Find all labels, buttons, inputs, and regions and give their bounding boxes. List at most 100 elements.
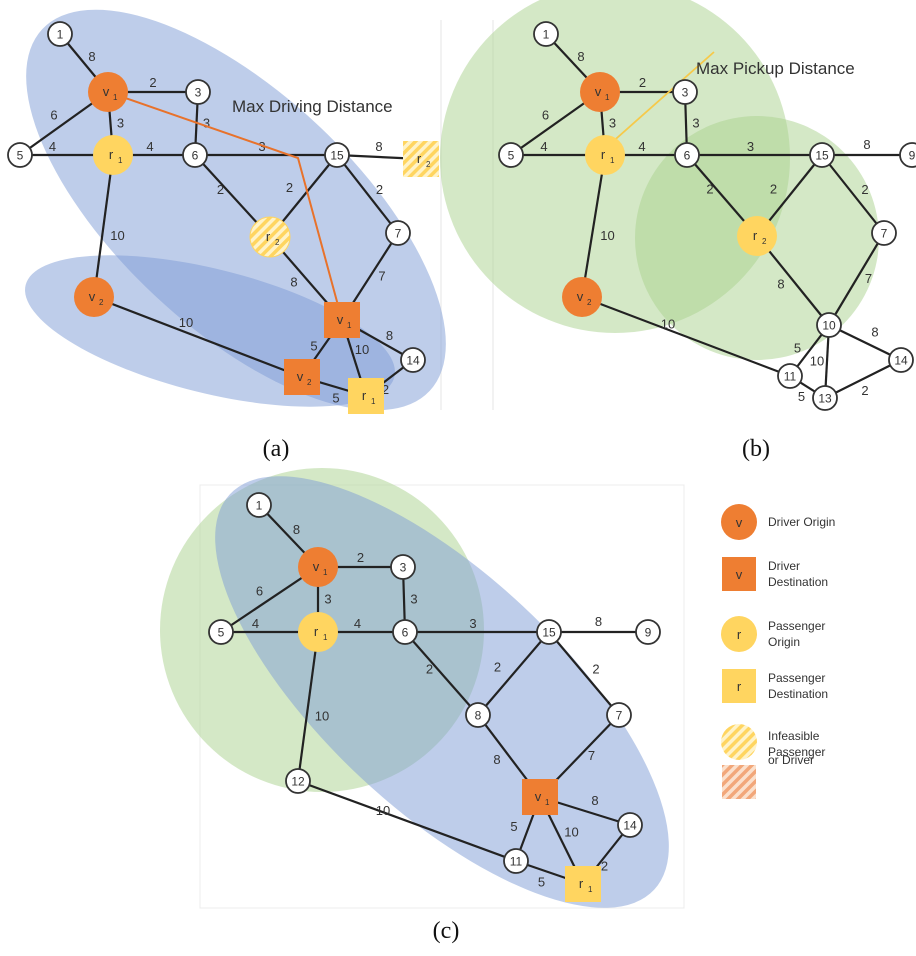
legend-label: Driver [768,559,800,573]
legend-item-driver-destination: v Driver Destination [722,557,828,591]
edge-v2o-v2d [93,295,303,379]
node-7: 7 [385,220,411,246]
node-label: 1 [543,28,550,42]
legend: v Driver Origin v Driver Destination r Passeng… [721,504,835,799]
marker-subscript: 2 [426,160,431,169]
edge-weight-label: 5 [538,875,545,890]
legend-item-passenger-origin: r Passenger Origin [721,616,825,652]
node-label: 3 [682,86,689,100]
edge-weight-label: 10 [376,803,390,818]
node-1: 1 [47,21,73,47]
node-label: 14 [623,819,637,833]
marker-symbol: v [595,84,602,99]
edge-weight-label: 6 [256,584,263,599]
caption-c: (c) [433,918,460,944]
edge-weight-label: 2 [601,859,608,874]
edge-weight-label: 3 [324,592,331,607]
legend-label: Driver Origin [768,515,835,529]
node-7: 7 [606,702,632,728]
edge-weight-label: 4 [252,616,259,631]
node-label: 1 [57,28,64,42]
markers: v 1r 1v 2r 2v 1v 2r 1r 2 [74,72,439,414]
marker-symbol: r [266,229,271,244]
legend-item-driver-origin: v Driver Origin [721,504,835,540]
edge-weight-label: 2 [357,550,364,565]
marker-subscript: 1 [605,93,610,102]
legend-item-infeasible-driver: or Driver [722,753,814,799]
caption-b: (b) [742,436,770,462]
node-5: 5 [498,142,524,168]
node-1: 1 [246,492,272,518]
caption-a: (a) [263,436,290,462]
marker-symbol: r [109,147,114,162]
node-label: 3 [195,86,202,100]
edge-n15-n7 [336,154,399,234]
legend-label: Destination [768,687,828,701]
driving-route-line [107,91,343,321]
legend-item-passenger-destination: r Passenger Destination [722,669,828,703]
marker-subscript: 1 [545,798,550,807]
edge-weight-label: 2 [382,382,389,397]
edge-weight-label: 2 [286,180,293,195]
edge-r1o-n12 [296,631,320,782]
edge-weight-label: 2 [770,182,777,197]
marker-symbol: r [362,388,367,403]
edge-weight-label: 7 [378,269,385,284]
legend-symbol: r [737,679,742,694]
marker-subscript: 1 [323,633,328,642]
edge-weight-label: 5 [332,391,339,406]
edge-weight-label: 5 [310,339,317,354]
edge-weight-label: 8 [386,328,393,343]
pickup-radius-line [608,51,715,146]
node-label: 1 [256,499,263,513]
edge-weight-label: 8 [595,614,602,629]
marker-symbol: v [313,559,320,574]
node-label: 13 [818,392,832,406]
node-label: 9 [909,149,916,163]
marker-subscript: 1 [118,156,123,165]
marker-symbol: v [89,289,96,304]
edge-weight-label: 10 [110,228,124,243]
node-15: 15 [324,142,350,168]
edge-weight-label: 8 [88,49,95,64]
node-label: 5 [218,626,225,640]
edge-weight-label: 3 [692,116,699,131]
edge-n15-n7 [821,154,885,234]
edge-n12-n11 [297,779,517,863]
edge-weight-label: 8 [375,139,382,154]
edge-weight-label: 6 [542,108,549,123]
marker-symbol: v [103,84,110,99]
edge-r1o-v2o [580,154,607,298]
edge-weight-label: 5 [510,819,517,834]
marker-symbol: r [753,228,758,243]
marker-symbol: r [417,151,422,166]
edge-n6-n8 [404,631,479,716]
node-label: 5 [17,149,24,163]
node-label: 5 [508,149,515,163]
edge-weight-label: 4 [49,139,56,154]
edge-weight-label: 3 [203,116,210,131]
annotation-max-pickup-distance: Max Pickup Distance [696,59,855,78]
marker-subscript: 1 [588,885,593,894]
edge-weight-label: 7 [588,748,595,763]
node-3: 3 [672,79,698,105]
edge-weight-label: 3 [410,592,417,607]
node-label: 15 [330,149,344,163]
edge-v2o-n11 [581,295,791,378]
node-12: 12 [285,768,311,794]
edge-weight-label: 3 [117,116,124,131]
edge-weight-label: 10 [564,825,578,840]
edge-weight-label: 10 [810,354,824,369]
edge-weight-label: 3 [469,616,476,631]
node-1: 1 [533,21,559,47]
node-11: 11 [503,848,529,874]
